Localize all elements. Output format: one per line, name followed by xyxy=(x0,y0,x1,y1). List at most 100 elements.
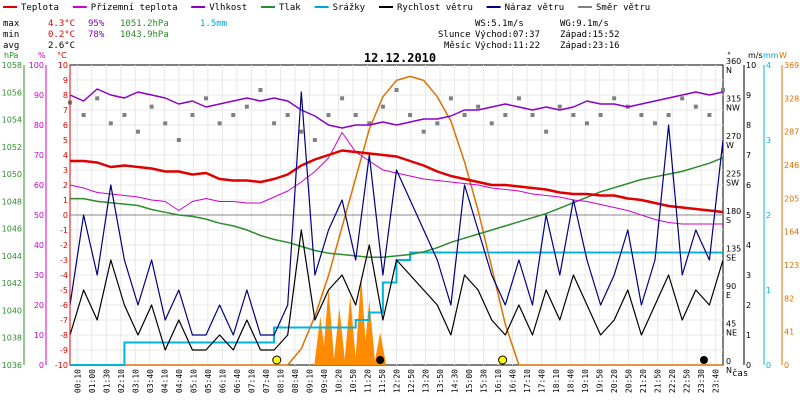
tick-label-degc: -3 xyxy=(60,256,68,265)
tick-label-w: 369 xyxy=(784,61,799,70)
x-tick-label: 07:10 xyxy=(247,369,256,393)
tick-label-hpa: 1052 xyxy=(2,143,22,152)
x-tick-label: 05:10 xyxy=(189,369,198,393)
radiation-bar xyxy=(374,332,387,365)
x-tick-label: 19:50 xyxy=(596,369,605,393)
wind-direction-point xyxy=(163,121,168,126)
unit-ms: m/s xyxy=(748,51,763,60)
tick-label-degc: -2 xyxy=(60,241,68,250)
tick-label-ms: 4 xyxy=(746,241,751,250)
unit-degc: °C xyxy=(57,51,67,60)
wind-direction-point xyxy=(149,104,154,109)
stat-min-temp: 0.2°C xyxy=(48,30,75,40)
x-axis-label: čas xyxy=(732,368,748,379)
wind-direction-point xyxy=(462,113,467,117)
x-tick-label: 03:40 xyxy=(146,369,155,393)
wind-direction-point xyxy=(258,88,263,92)
tick-label-deg: 225 xyxy=(726,170,741,179)
wind-direction-point xyxy=(707,113,712,117)
tick-label-degc: 5 xyxy=(63,136,68,145)
legend-label: Směr větru xyxy=(596,3,650,13)
wind-direction-point xyxy=(544,129,549,134)
tick-label-pct: 10 xyxy=(34,331,44,340)
x-tick-label: 18:40 xyxy=(567,369,576,393)
tick-label-w: 164 xyxy=(784,228,799,237)
tick-label-degc: -1 xyxy=(60,226,68,235)
x-tick-label: 22:20 xyxy=(668,369,677,393)
x-tick-label: 11:20 xyxy=(363,369,372,393)
wind-direction-point xyxy=(190,113,195,117)
wind-direction-point xyxy=(122,113,127,117)
wind-direction-point xyxy=(408,113,413,117)
tick-label-dir: N xyxy=(726,66,732,75)
info-block: WS:5.1m/s WG:9.1m/s Slunce Východ:07:37 … xyxy=(438,19,620,51)
wind-direction-point xyxy=(598,113,603,117)
stat-min-label: min xyxy=(3,30,19,40)
tick-label-w: 41 xyxy=(784,328,794,337)
tick-label-dir: SE xyxy=(726,254,736,263)
x-tick-label: 21:50 xyxy=(654,369,663,393)
tick-label-degc: 2 xyxy=(63,181,68,190)
x-tick-label: 14:30 xyxy=(451,369,460,393)
stat-max-rain: 1.5mm xyxy=(200,19,227,29)
tick-label-w: 287 xyxy=(784,128,799,137)
wind-direction-point xyxy=(421,129,426,134)
wind-direction-point xyxy=(108,121,113,126)
sunrise-info: Východ:07:37 xyxy=(475,30,540,40)
tick-label-ms: 7 xyxy=(746,151,751,160)
wind-direction-point xyxy=(571,113,576,117)
x-tick-label: 04:40 xyxy=(175,369,184,393)
tick-label-hpa: 1054 xyxy=(2,116,22,125)
series-pressure-line xyxy=(70,157,724,259)
wind-direction-point xyxy=(435,121,440,126)
sunrise-icon xyxy=(272,355,282,365)
wind-direction-point xyxy=(503,113,508,117)
tick-label-pct: 60 xyxy=(34,181,44,190)
wind-direction-point xyxy=(204,96,209,101)
x-tick-label: 20:20 xyxy=(610,369,619,393)
tick-label-pct: 50 xyxy=(34,211,44,220)
tick-label-ms: 5 xyxy=(746,211,751,220)
x-tick-label: 01:30 xyxy=(102,369,111,393)
tick-label-pct: 100 xyxy=(29,61,44,70)
x-tick-label: 07:40 xyxy=(262,369,271,393)
x-tick-label: 09:40 xyxy=(320,369,329,393)
wind-direction-point xyxy=(81,113,86,117)
x-tick-label: 10:20 xyxy=(334,369,343,393)
tick-label-mm: 2 xyxy=(766,211,771,220)
tick-label-hpa: 1056 xyxy=(2,88,22,97)
wind-direction-point xyxy=(285,113,290,117)
radiation-bar xyxy=(314,316,327,365)
tick-label-w: 0 xyxy=(784,361,789,370)
stat-max-temp: 4.3°C xyxy=(48,19,75,29)
tick-label-pct: 0 xyxy=(39,361,44,370)
x-tick-label: 04:10 xyxy=(160,369,169,393)
unit-mm: mm xyxy=(763,51,779,60)
x-tick-label: 21:20 xyxy=(639,369,648,393)
x-tick-label: 01:00 xyxy=(88,369,97,393)
moonset-icon xyxy=(699,356,708,364)
wind-direction-point xyxy=(299,129,304,134)
wind-direction-point xyxy=(394,88,399,92)
wind-direction-point xyxy=(353,113,358,117)
x-tick-label: 17:40 xyxy=(538,369,547,393)
x-tick-label: 12:20 xyxy=(393,369,402,393)
wind-gust-info: WG:9.1m/s xyxy=(560,19,609,29)
tick-label-degc: -8 xyxy=(60,331,68,340)
wind-direction-point xyxy=(95,96,100,101)
tick-label-pct: 20 xyxy=(34,301,44,310)
tick-label-dir: W xyxy=(726,141,734,150)
tick-label-deg: 90 xyxy=(726,282,736,291)
wind-direction-point xyxy=(231,113,236,117)
x-tick-label: 08:10 xyxy=(276,369,285,393)
x-tick-label: 23:40 xyxy=(712,369,721,393)
axes: 1036103810401042104410461048105010521054… xyxy=(2,57,800,393)
wind-direction-point xyxy=(693,104,698,109)
wind-direction-point xyxy=(244,104,249,109)
tick-label-hpa: 1058 xyxy=(2,61,22,70)
wind-direction-point xyxy=(612,96,617,101)
tick-label-hpa: 1036 xyxy=(2,361,22,370)
stat-min-press: 1043.9hPa xyxy=(120,30,169,40)
wind-direction-point xyxy=(516,96,521,101)
tick-label-mm: 1 xyxy=(766,286,771,295)
